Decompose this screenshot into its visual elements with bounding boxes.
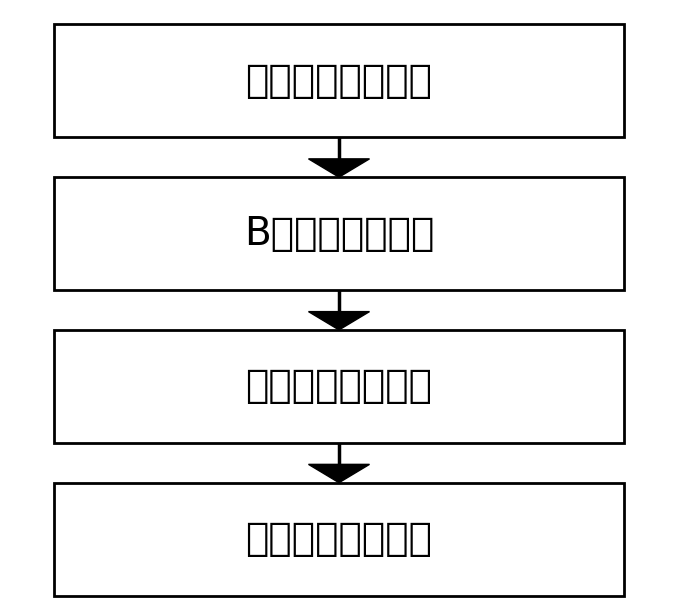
Bar	[54, 177, 624, 290]
Polygon shape	[308, 312, 370, 330]
Bar	[54, 24, 624, 137]
Polygon shape	[308, 159, 370, 177]
Polygon shape	[308, 464, 370, 483]
Text: 三维数据成像单元: 三维数据成像单元	[245, 62, 433, 100]
Bar	[54, 330, 624, 443]
Text: B帧图像获取单元: B帧图像获取单元	[244, 214, 434, 253]
Text: 三维数据截取单元: 三维数据截取单元	[245, 367, 433, 406]
Text: 三维数据压缩单元: 三维数据压缩单元	[245, 520, 433, 558]
Bar	[54, 483, 624, 596]
